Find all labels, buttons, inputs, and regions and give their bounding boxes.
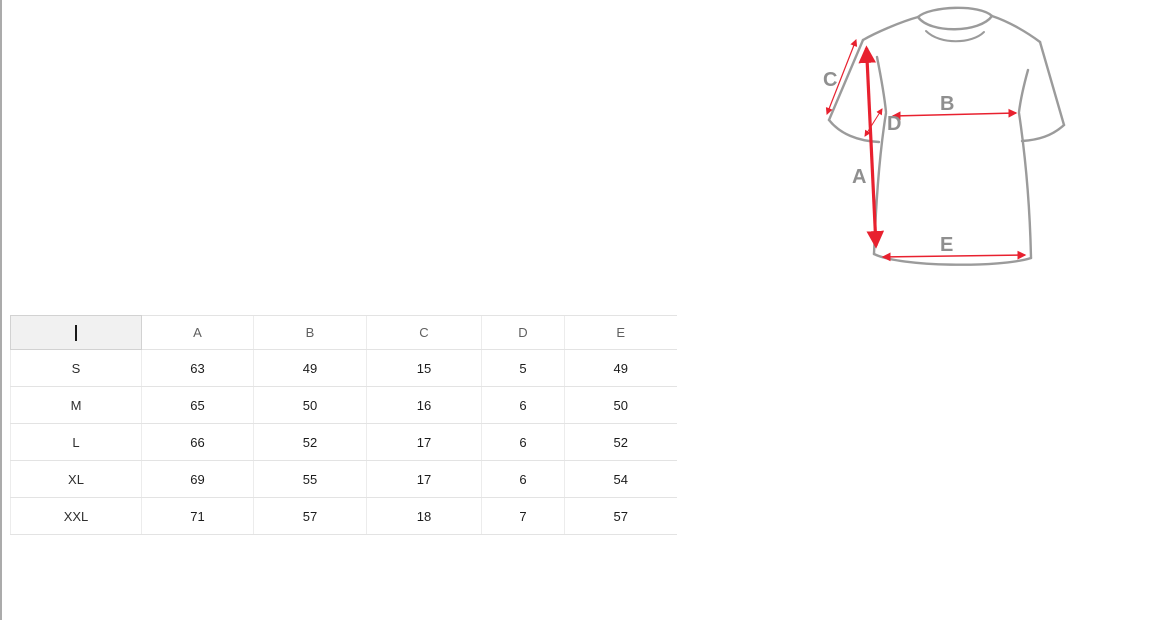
measurement-arrows <box>825 38 1027 262</box>
measurement-arrow-a <box>858 45 885 249</box>
value-cell[interactable]: 6 <box>481 386 565 424</box>
table-row: M 65 50 16 6 50 <box>10 386 677 424</box>
measurement-label-c: C <box>823 69 837 91</box>
measurement-arrow-b <box>891 108 1018 121</box>
value-cell[interactable]: 69 <box>141 460 254 498</box>
value-cell[interactable]: 65 <box>141 386 254 424</box>
value-cell[interactable]: 16 <box>366 386 482 424</box>
value-cell[interactable]: 18 <box>366 497 482 535</box>
value-cell[interactable]: 63 <box>141 349 254 387</box>
column-header-a[interactable]: A <box>141 315 254 350</box>
column-header-d[interactable]: D <box>481 315 565 350</box>
size-cell[interactable]: L <box>10 423 142 461</box>
value-cell[interactable]: 5 <box>481 349 565 387</box>
table-corner-cell[interactable] <box>10 315 142 350</box>
value-cell[interactable]: 57 <box>253 497 367 535</box>
value-cell[interactable]: 52 <box>564 423 677 461</box>
measurement-label-d: D <box>887 113 901 135</box>
column-header-c[interactable]: C <box>366 315 482 350</box>
table-header-row: A B C D E <box>10 315 677 350</box>
value-cell[interactable]: 71 <box>141 497 254 535</box>
measurement-label-b: B <box>940 93 954 115</box>
text-cursor <box>75 324 77 341</box>
column-header-e[interactable]: E <box>564 315 677 350</box>
value-cell[interactable]: 15 <box>366 349 482 387</box>
size-cell[interactable]: XL <box>10 460 142 498</box>
size-cell[interactable]: XXL <box>10 497 142 535</box>
table-row: L 66 52 17 6 52 <box>10 423 677 461</box>
size-table: A B C D E S 63 49 15 5 49 M 65 50 16 6 <box>10 315 677 535</box>
measurement-arrow-c <box>825 38 858 116</box>
table-row: XXL 71 57 18 7 57 <box>10 497 677 535</box>
size-cell[interactable]: M <box>10 386 142 424</box>
value-cell[interactable]: 6 <box>481 460 565 498</box>
value-cell[interactable]: 55 <box>253 460 367 498</box>
table-row: S 63 49 15 5 49 <box>10 349 677 387</box>
value-cell[interactable]: 6 <box>481 423 565 461</box>
table-row: XL 69 55 17 6 54 <box>10 460 677 498</box>
value-cell[interactable]: 54 <box>564 460 677 498</box>
left-edge-divider <box>0 0 2 620</box>
value-cell[interactable]: 57 <box>564 497 677 535</box>
value-cell[interactable]: 66 <box>141 423 254 461</box>
value-cell[interactable]: 49 <box>253 349 367 387</box>
size-cell[interactable]: S <box>10 349 142 387</box>
value-cell[interactable]: 17 <box>366 460 482 498</box>
measurement-label-e: E <box>940 234 953 256</box>
tshirt-measurement-diagram: C A B D E <box>800 0 1160 300</box>
column-header-b[interactable]: B <box>253 315 367 350</box>
measurement-label-a: A <box>852 166 866 188</box>
value-cell[interactable]: 52 <box>253 423 367 461</box>
value-cell[interactable]: 17 <box>366 423 482 461</box>
measurement-arrow-e <box>881 250 1027 262</box>
value-cell[interactable]: 50 <box>253 386 367 424</box>
value-cell[interactable]: 7 <box>481 497 565 535</box>
measurement-arrow-d <box>864 108 883 137</box>
tshirt-diagram-svg: C A B D E <box>823 6 1066 266</box>
tshirt-outline <box>827 6 1066 266</box>
value-cell[interactable]: 49 <box>564 349 677 387</box>
value-cell[interactable]: 50 <box>564 386 677 424</box>
